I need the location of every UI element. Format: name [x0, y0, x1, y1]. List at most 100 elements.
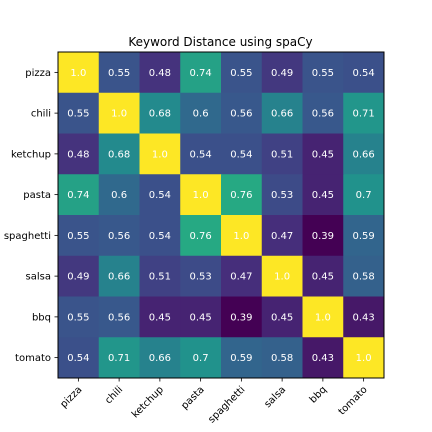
cell-label-pasta-bbq: 0.45: [312, 190, 334, 201]
cell-label-ketchup-pizza: 0.48: [67, 149, 89, 160]
heatmap-cell-pasta-pizza: [58, 174, 100, 216]
cell-label-pizza-salsa: 0.49: [271, 68, 293, 79]
cell-label-spaghetti-pasta: 0.76: [189, 231, 211, 242]
heatmap-cell-ketchup-spaghetti: [221, 133, 263, 175]
y-tick-label-pasta: pasta: [23, 190, 51, 201]
y-tick-label-pizza: pizza: [25, 68, 51, 79]
heatmap-cell-spaghetti-tomato: [343, 215, 385, 257]
x-tick-label-pizza: pizza: [58, 384, 84, 410]
cell-label-pizza-tomato: 0.54: [352, 68, 374, 79]
heatmap-cell-bbq-pizza: [58, 296, 100, 338]
cell-label-chili-pasta: 0.6: [193, 109, 209, 120]
cell-label-tomato-salsa: 0.58: [271, 353, 293, 364]
cell-label-tomato-chili: 0.71: [108, 353, 130, 364]
cell-label-tomato-tomato: 1.0: [356, 353, 372, 364]
heatmap-cell-chili-salsa: [261, 92, 303, 134]
heatmap-cell-chili-pasta: [180, 92, 222, 134]
cell-label-pizza-spaghetti: 0.55: [230, 68, 252, 79]
cell-label-tomato-pizza: 0.54: [67, 353, 89, 364]
cell-label-spaghetti-spaghetti: 1.0: [233, 231, 249, 242]
cell-label-bbq-ketchup: 0.45: [149, 312, 171, 323]
cell-label-salsa-pizza: 0.49: [67, 272, 89, 283]
cell-label-bbq-pasta: 0.45: [189, 312, 211, 323]
heatmap-cell-ketchup-pasta: [180, 133, 222, 175]
cell-label-ketchup-spaghetti: 0.54: [230, 149, 252, 160]
cell-label-spaghetti-bbq: 0.39: [312, 231, 334, 242]
y-tick-label-ketchup: ketchup: [11, 149, 51, 160]
cell-label-pizza-pizza: 1.0: [70, 68, 86, 79]
heatmap-cell-salsa-pasta: [180, 255, 222, 297]
heatmap-cell-spaghetti-chili: [98, 215, 140, 257]
heatmap-cell-spaghetti-ketchup: [139, 215, 181, 257]
cell-label-ketchup-pasta: 0.54: [189, 149, 211, 160]
cell-label-pasta-chili: 0.6: [111, 190, 127, 201]
cell-label-salsa-bbq: 0.45: [312, 272, 334, 283]
cell-label-chili-tomato: 0.71: [352, 109, 374, 120]
cell-label-bbq-chili: 0.56: [108, 312, 130, 323]
heatmap-cell-salsa-spaghetti: [221, 255, 263, 297]
heatmap-cell-spaghetti-bbq: [302, 215, 344, 257]
cell-label-bbq-bbq: 1.0: [315, 312, 331, 323]
cell-label-chili-bbq: 0.56: [312, 109, 334, 120]
cell-label-bbq-spaghetti: 0.39: [230, 312, 252, 323]
cell-label-bbq-salsa: 0.45: [271, 312, 293, 323]
x-tick-label-tomato: tomato: [337, 384, 370, 417]
heatmap-cell-ketchup-salsa: [261, 133, 303, 175]
heatmap-cell-pizza-tomato: [343, 52, 385, 94]
cell-label-spaghetti-chili: 0.56: [108, 231, 130, 242]
cell-label-ketchup-chili: 0.68: [108, 149, 130, 160]
heatmap-cell-bbq-pasta: [180, 296, 222, 338]
cell-label-pasta-salsa: 0.53: [271, 190, 293, 201]
heatmap-cell-pizza-pizza: [58, 52, 100, 94]
x-tick-label-bbq: bbq: [308, 384, 329, 405]
heatmap-cell-salsa-pizza: [58, 255, 100, 297]
cell-label-ketchup-tomato: 0.66: [352, 149, 374, 160]
heatmap-cell-pizza-chili: [98, 52, 140, 94]
cell-label-spaghetti-tomato: 0.59: [352, 231, 374, 242]
cell-label-chili-chili: 1.0: [111, 109, 127, 120]
heatmap-cell-tomato-bbq: [302, 337, 344, 379]
heatmap-cell-bbq-chili: [98, 296, 140, 338]
heatmap-cell-bbq-salsa: [261, 296, 303, 338]
heatmap-cell-spaghetti-salsa: [261, 215, 303, 257]
heatmap-cell-spaghetti-spaghetti: [221, 215, 263, 257]
cell-label-pasta-tomato: 0.7: [356, 190, 372, 201]
heatmap-cell-ketchup-ketchup: [139, 133, 181, 175]
heatmap-cell-salsa-tomato: [343, 255, 385, 297]
heatmap-cell-spaghetti-pasta: [180, 215, 222, 257]
cell-label-salsa-chili: 0.66: [108, 272, 130, 283]
cell-label-tomato-ketchup: 0.66: [149, 353, 171, 364]
cell-label-pizza-bbq: 0.55: [312, 68, 334, 79]
heatmap-cell-spaghetti-pizza: [58, 215, 100, 257]
heatmap-cell-pasta-ketchup: [139, 174, 181, 216]
heatmap-cell-chili-bbq: [302, 92, 344, 134]
cell-label-spaghetti-ketchup: 0.54: [149, 231, 171, 242]
cell-label-salsa-salsa: 1.0: [274, 272, 290, 283]
cell-label-spaghetti-salsa: 0.47: [271, 231, 293, 242]
heatmap-cell-chili-spaghetti: [221, 92, 263, 134]
cell-label-pasta-spaghetti: 0.76: [230, 190, 252, 201]
heatmap-cell-salsa-salsa: [261, 255, 303, 297]
cell-label-pizza-chili: 0.55: [108, 68, 130, 79]
cell-label-ketchup-bbq: 0.45: [312, 149, 334, 160]
heatmap-cell-ketchup-bbq: [302, 133, 344, 175]
heatmap-cell-bbq-ketchup: [139, 296, 181, 338]
x-tick-label-pasta: pasta: [179, 384, 206, 411]
heatmap-cell-labels: 1.0 0.55 0.48 0.74 0.55 0.49 0.55 0.54 0.55 1.0 0.…: [67, 68, 375, 364]
cell-label-ketchup-ketchup: 1.0: [152, 149, 168, 160]
x-axis-ticks: pizza chili ketchup pasta spaghetti salsa bbq t…: [58, 378, 370, 425]
cell-label-chili-ketchup: 0.68: [149, 109, 171, 120]
heatmap-cell-pasta-bbq: [302, 174, 344, 216]
heatmap-cell-pasta-spaghetti: [221, 174, 263, 216]
heatmap-cell-salsa-ketchup: [139, 255, 181, 297]
y-tick-label-bbq: bbq: [32, 312, 51, 323]
heatmap-cell-ketchup-tomato: [343, 133, 385, 175]
heatmap-cell-salsa-bbq: [302, 255, 344, 297]
heatmap-cell-bbq-bbq: [302, 296, 344, 338]
cell-label-pasta-pizza: 0.74: [67, 190, 89, 201]
heatmap-cell-ketchup-pizza: [58, 133, 100, 175]
cell-label-salsa-pasta: 0.53: [189, 272, 211, 283]
plot-frame: [57, 51, 385, 379]
heatmap-cell-tomato-pizza: [58, 337, 100, 379]
cell-label-ketchup-salsa: 0.51: [271, 149, 293, 160]
